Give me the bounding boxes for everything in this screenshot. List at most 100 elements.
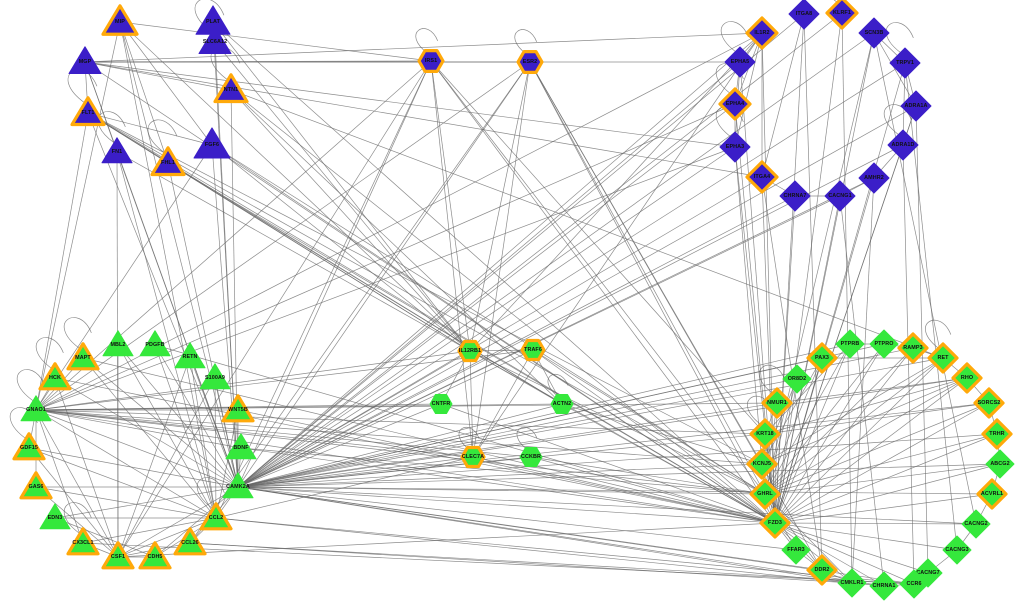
graph-node-esr2[interactable]: ESR2: [513, 45, 547, 79]
graph-edge: [28, 447, 217, 519]
graph-edge: [774, 493, 993, 524]
graph-edge: [529, 61, 776, 524]
graph-node-actn2[interactable]: ACTN2: [548, 390, 576, 418]
graph-node-fgf6[interactable]: FGF6: [191, 124, 233, 166]
graph-node-mbl2[interactable]: MBL2: [100, 327, 136, 363]
graph-edge: [167, 162, 471, 352]
graph-node-itga8[interactable]: ITGA8: [786, 0, 822, 32]
graph-edge: [117, 356, 191, 558]
graph-edge: [35, 103, 736, 411]
graph-self-loop: [415, 28, 439, 54]
graph-edge: [237, 463, 763, 488]
graph-self-loop: [514, 29, 538, 55]
graph-edge: [851, 177, 875, 584]
graph-edge: [469, 350, 474, 458]
graph-node-chrna7[interactable]: CHRNA7: [777, 178, 813, 214]
graph-edge: [764, 402, 990, 495]
graph-edge: [440, 403, 776, 524]
graph-edge: [237, 357, 944, 488]
graph-edge: [35, 144, 213, 411]
graph-edge: [35, 409, 119, 558]
graph-edge: [237, 62, 906, 488]
graph-edge: [54, 486, 239, 519]
graph-edge: [774, 343, 851, 524]
graph-self-loop: [64, 317, 92, 349]
graph-node-cmklr1[interactable]: CMKLR1: [835, 566, 869, 600]
graph-edge: [84, 61, 232, 91]
graph-edge: [472, 32, 763, 458]
graph-edge: [82, 517, 217, 544]
graph-node-gnao1[interactable]: GNAO1: [18, 392, 54, 428]
graph-edge: [472, 456, 776, 524]
graph-edge: [82, 357, 239, 488]
graph-edge: [237, 350, 471, 488]
graph-self-loop: [925, 319, 952, 350]
graph-edge: [237, 403, 563, 488]
graph-edge: [35, 486, 217, 519]
graph-edge: [82, 357, 217, 519]
graph-node-flt1[interactable]: FLT1: [67, 92, 109, 134]
graph-edge: [35, 112, 89, 411]
graph-node-amhr2[interactable]: AMHR2: [856, 160, 892, 196]
graph-node-epha5[interactable]: EPHA5: [722, 44, 758, 80]
graph-edge: [54, 377, 119, 558]
graph-edge: [873, 32, 977, 525]
graph-edge: [841, 12, 853, 584]
graph-edge: [237, 12, 843, 488]
graph-node-clec7a[interactable]: CLEC7A: [457, 441, 489, 473]
graph-edge: [839, 195, 885, 587]
graph-edge: [774, 343, 885, 524]
graph-node-fn1[interactable]: FN1: [99, 134, 135, 170]
graph-node-fhl1[interactable]: FHL1: [147, 142, 189, 184]
graph-edge: [87, 112, 239, 488]
graph-node-cntfr[interactable]: CNTFR: [427, 390, 455, 418]
graph-node-chrna1[interactable]: CHRNA1: [867, 569, 901, 603]
graph-node-cdh5[interactable]: CDH5: [135, 537, 175, 577]
graph-node-wnt5b[interactable]: WNT5B: [218, 390, 258, 430]
graph-node-ccr6[interactable]: CCR6: [897, 567, 931, 601]
graph-node-mgp[interactable]: MGP: [66, 43, 104, 81]
graph-edge: [764, 493, 823, 571]
graph-node-slc6a12[interactable]: SLC6A12: [196, 23, 234, 61]
graph-edge: [237, 486, 797, 551]
graph-node-trpv1[interactable]: TRPV1: [887, 45, 923, 81]
graph-node-pdgfb[interactable]: PDGFB: [137, 327, 173, 363]
graph-node-cckbr[interactable]: CCKBR: [517, 443, 545, 471]
graph-node-irs1[interactable]: IRS1: [414, 44, 448, 78]
graph-edge: [84, 61, 736, 148]
graph-edge: [529, 61, 766, 495]
graph-edge: [35, 409, 763, 465]
graph-node-bdnf[interactable]: BDNF: [223, 430, 259, 466]
graph-node-gdf15[interactable]: GDF15: [9, 428, 49, 468]
graph-node-epha4[interactable]: EPHA4: [715, 84, 755, 124]
graph-node-traf6[interactable]: TRAF6: [517, 334, 549, 366]
graph-edge: [35, 402, 778, 411]
graph-edge: [764, 343, 851, 495]
graph-node-adra1d[interactable]: ADRA1D: [885, 127, 921, 163]
graph-edge: [915, 105, 929, 574]
graph-edge: [215, 409, 239, 519]
graph-node-il12rb1[interactable]: IL12RB1: [454, 335, 486, 367]
graph-edge: [119, 21, 213, 146]
graph-edge: [117, 486, 239, 558]
graph-self-loop: [17, 369, 45, 401]
graph-node-cacng3[interactable]: CACNG3: [940, 533, 974, 567]
graph-node-ntn1[interactable]: NTN1: [210, 69, 252, 111]
graph-edge: [237, 343, 851, 488]
graph-edge: [430, 60, 776, 524]
graph-edge: [35, 409, 766, 495]
graph-edge: [774, 522, 958, 551]
graph-edge: [237, 486, 993, 495]
graph-node-csf1[interactable]: CSF1: [98, 537, 138, 577]
graph-node-mip[interactable]: MIP: [98, 0, 142, 44]
graph-node-adra1a[interactable]: ADRA1A: [898, 88, 934, 124]
graph-edge: [764, 493, 853, 584]
graph-node-cacng1[interactable]: CACNG1: [822, 178, 858, 214]
graph-edge: [761, 377, 968, 465]
graph-node-ccl26[interactable]: CCL26: [170, 523, 210, 563]
graph-self-loop: [721, 21, 749, 53]
graph-edge: [774, 357, 944, 524]
graph-edge: [54, 517, 156, 558]
graph-edge: [237, 146, 736, 488]
